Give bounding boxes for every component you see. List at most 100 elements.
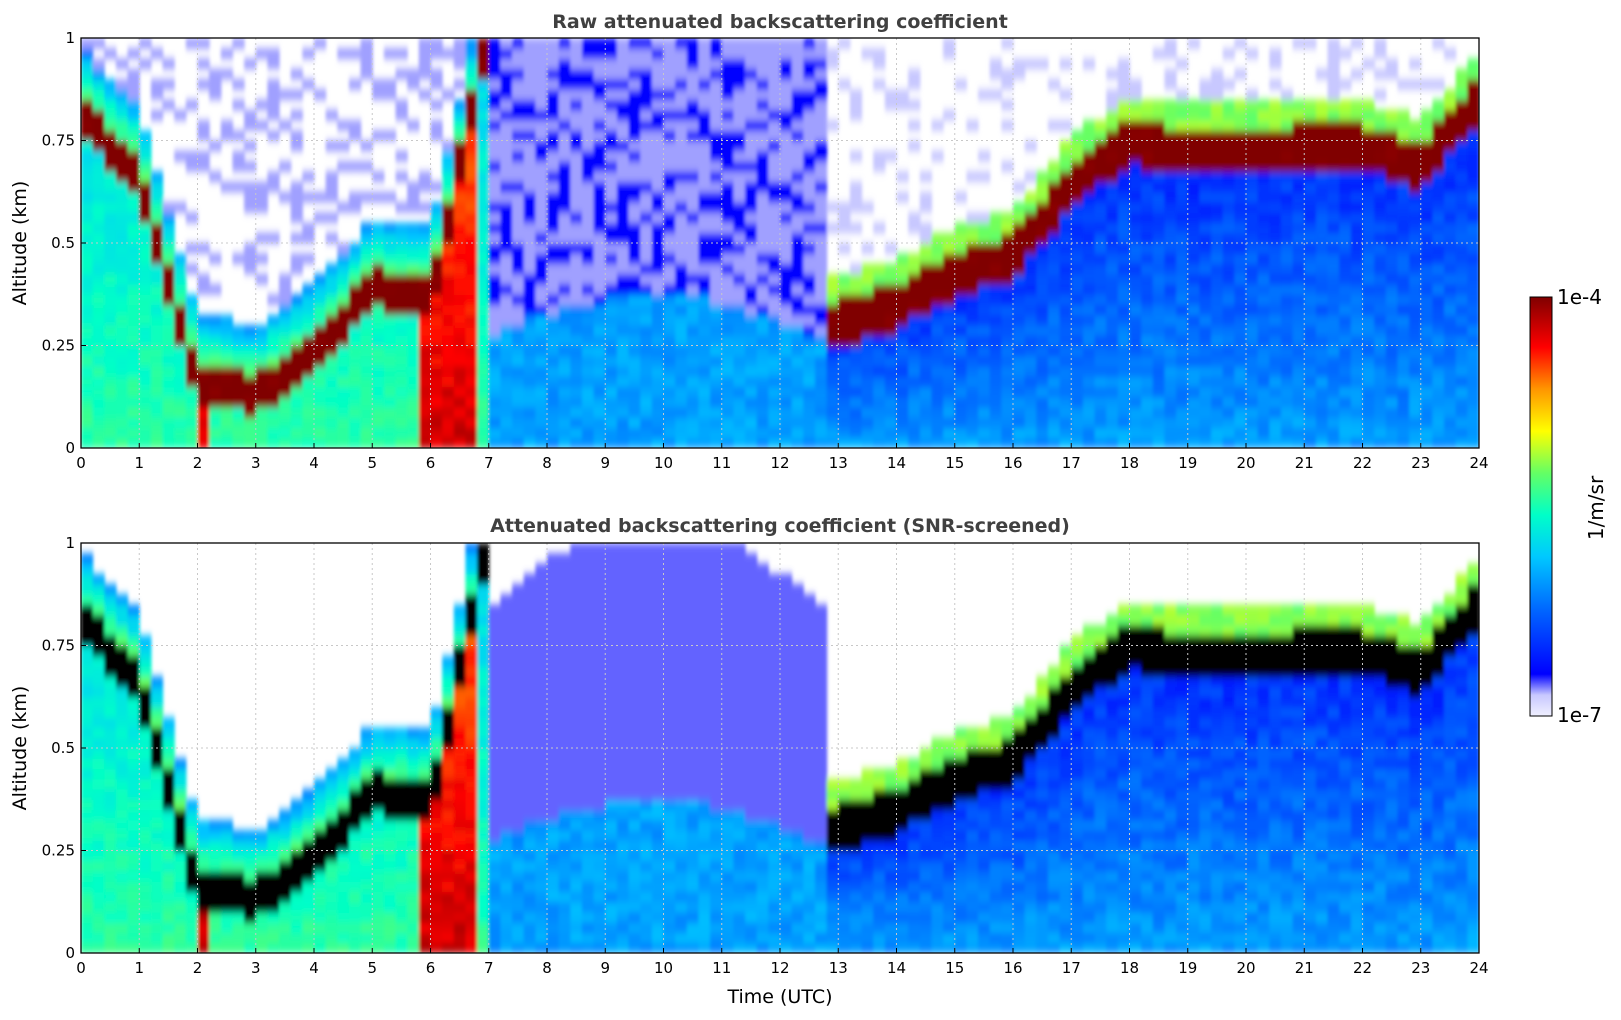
- heatmap-cell: [477, 830, 490, 841]
- heatmap-cell: [477, 686, 490, 698]
- heatmap-cell: [430, 284, 443, 295]
- heatmap-cell: [861, 202, 874, 213]
- heatmap-cell: [547, 253, 560, 265]
- heatmap-cell: [395, 109, 408, 121]
- heatmap-cell: [150, 912, 164, 923]
- heatmap-cell: [523, 891, 536, 903]
- heatmap-cell: [232, 376, 245, 388]
- heatmap-cell: [686, 335, 700, 347]
- heatmap-cell: [896, 304, 909, 316]
- heatmap-cell: [500, 748, 513, 759]
- heatmap-cell: [348, 191, 362, 203]
- heatmap-cell: [640, 366, 653, 377]
- heatmap-cell: [1385, 243, 1399, 254]
- heatmap-cell: [92, 686, 105, 698]
- heatmap-cell: [663, 253, 676, 265]
- heatmap-cell: [150, 778, 164, 790]
- heatmap-cell: [1455, 191, 1468, 203]
- heatmap-cell: [523, 396, 536, 408]
- heatmap-cell: [768, 407, 781, 418]
- heatmap-cell: [931, 325, 944, 336]
- heatmap-cell: [1385, 407, 1399, 418]
- heatmap-cell: [348, 758, 362, 770]
- heatmap-cell: [1152, 171, 1166, 183]
- heatmap-cell: [325, 284, 338, 295]
- heatmap-cell: [279, 161, 292, 172]
- heatmap-cell: [185, 243, 199, 254]
- heatmap-cell: [512, 594, 525, 606]
- heatmap-cell: [1455, 222, 1468, 234]
- heatmap-cell: [162, 284, 175, 295]
- heatmap-cell: [348, 355, 362, 367]
- heatmap-cell: [710, 263, 723, 275]
- heatmap-cell: [244, 202, 257, 213]
- heatmap-cell: [1280, 212, 1294, 224]
- heatmap-cell: [442, 942, 455, 953]
- heatmap-cell: [1141, 140, 1154, 152]
- heatmap-cell: [1455, 140, 1468, 152]
- heatmap-cell: [1222, 79, 1235, 90]
- heatmap-cell: [197, 881, 210, 893]
- heatmap-cell: [395, 891, 408, 903]
- heatmap-cell: [721, 417, 734, 429]
- heatmap-cell: [1141, 130, 1154, 142]
- heatmap-cell: [570, 191, 583, 203]
- heatmap-cell: [884, 407, 898, 418]
- heatmap-cell: [814, 314, 828, 326]
- heatmap-cell: [337, 789, 350, 800]
- heatmap-cell: [477, 355, 490, 367]
- heatmap-cell: [488, 768, 501, 780]
- heatmap-cell: [465, 120, 478, 131]
- heatmap-cell: [1339, 253, 1352, 265]
- heatmap-cell: [1385, 181, 1399, 193]
- heatmap-cell: [954, 243, 967, 254]
- heatmap-cell: [1024, 396, 1037, 408]
- heatmap-cell: [640, 345, 653, 357]
- heatmap-cell: [150, 212, 164, 224]
- heatmap-cell: [407, 202, 420, 213]
- heatmap-cell: [442, 737, 455, 749]
- heatmap-cell: [523, 304, 536, 316]
- heatmap-cell: [220, 345, 234, 357]
- heatmap-cell: [197, 325, 210, 336]
- heatmap-cell: [535, 840, 548, 852]
- heatmap-cell: [302, 407, 315, 418]
- heatmap-cell: [1141, 396, 1154, 408]
- heatmap-cell: [733, 58, 746, 70]
- heatmap-cell: [966, 314, 979, 326]
- heatmap-cell: [1455, 427, 1468, 439]
- heatmap-cell: [826, 314, 839, 326]
- heatmap-cell: [512, 809, 525, 821]
- heatmap-cell: [127, 696, 140, 708]
- heatmap-cell: [640, 243, 653, 254]
- heatmap-cell: [535, 912, 548, 923]
- heatmap-cell: [547, 58, 560, 70]
- heatmap-cell: [1420, 243, 1433, 254]
- heatmap-cell: [849, 99, 863, 111]
- heatmap-cell: [768, 304, 781, 316]
- heatmap-cell: [721, 38, 734, 49]
- heatmap-cell: [465, 222, 478, 234]
- heatmap-cell: [593, 345, 606, 357]
- heatmap-cell: [1444, 345, 1457, 357]
- heatmap-cell: [803, 79, 816, 90]
- heatmap-cell: [814, 376, 828, 388]
- heatmap-cell: [453, 850, 467, 862]
- heatmap-cell: [512, 109, 525, 121]
- heatmap-cell: [453, 120, 467, 131]
- x-tick-label: 4: [309, 454, 319, 472]
- x-tick-label: 8: [542, 454, 552, 472]
- heatmap-cell: [535, 891, 548, 903]
- heatmap-cell: [1350, 417, 1364, 429]
- heatmap-cell: [442, 304, 455, 316]
- heatmap-cell: [1467, 243, 1479, 254]
- heatmap-cell: [1280, 243, 1294, 254]
- heatmap-cell: [675, 263, 688, 275]
- heatmap-cell: [605, 294, 618, 306]
- heatmap-cell: [1409, 417, 1422, 429]
- heatmap-cell: [1059, 417, 1072, 429]
- heatmap-cell: [477, 79, 490, 90]
- heatmap-cell: [174, 799, 187, 811]
- heatmap-cell: [616, 314, 630, 326]
- heatmap-cell: [232, 922, 245, 934]
